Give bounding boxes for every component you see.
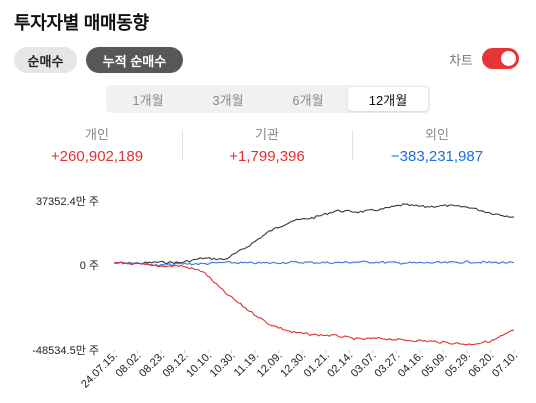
x-tick-label: 07.10. <box>490 350 520 380</box>
x-tick-label: 03.07. <box>349 350 379 380</box>
y-tick-label-zero: 0 주 <box>79 260 99 272</box>
x-tick-label: 01.21. <box>302 350 332 380</box>
investor-value: +1,799,396 <box>229 148 305 165</box>
x-tick-label: 12.09. <box>255 350 285 380</box>
x-tick-label: 10.10. <box>184 350 214 380</box>
period-tab-3m[interactable]: 3개월 <box>212 92 244 108</box>
x-tick-label: 10.30. <box>208 350 238 380</box>
chart-toggle-switch[interactable] <box>482 48 519 69</box>
period-tab-1m[interactable]: 1개월 <box>132 92 164 108</box>
net-buy-tab[interactable]: 순매수 <box>14 47 77 73</box>
x-tick-label: 09.12. <box>161 350 191 380</box>
investor-summary: 개인 +260,902,189 기관 +1,799,396 외인 −383,23… <box>0 124 536 165</box>
x-tick-label: 03.27. <box>372 350 402 380</box>
foreign-series-line <box>113 261 515 346</box>
toggle-knob <box>501 51 516 66</box>
cumulative-net-buy-tab[interactable]: 누적 순매수 <box>86 47 183 73</box>
x-tick-label: 05.09. <box>419 350 449 380</box>
x-tick-label: 08.02. <box>114 350 144 380</box>
investor-individual: 개인 +260,902,189 <box>12 124 182 165</box>
institution-series-line <box>113 260 515 267</box>
chart-toggle-label: 차트 <box>449 53 473 68</box>
x-tick-label: 05.29. <box>443 350 473 380</box>
x-tick-label: 08.23. <box>137 350 167 380</box>
investor-institution: 기관 +1,799,396 <box>182 124 352 165</box>
period-selector: 1개월 3개월 6개월 12개월 <box>106 85 430 113</box>
investor-value: +260,902,189 <box>50 148 144 165</box>
x-tick-label: 06.20. <box>466 350 496 380</box>
x-tick-label: 04.16. <box>396 350 426 380</box>
investor-label: 기관 <box>255 127 279 142</box>
y-tick-label-min: -48534.5만 주 <box>32 345 99 357</box>
investor-value: −383,231,987 <box>390 148 484 165</box>
period-tab-12m[interactable]: 12개월 <box>348 87 428 111</box>
x-tick-label: 02.14. <box>325 350 355 380</box>
individual-series-line <box>114 203 515 265</box>
period-tab-6m[interactable]: 6개월 <box>292 92 324 108</box>
x-tick-label: 12.30. <box>278 350 308 380</box>
y-tick-label-max: 37352.4만 주 <box>35 196 99 208</box>
divider <box>352 130 353 160</box>
investor-foreign: 외인 −383,231,987 <box>352 124 522 165</box>
investor-label: 개인 <box>85 127 109 142</box>
page-title: 투자자별 매매동향 <box>14 13 149 33</box>
divider <box>182 130 183 160</box>
investor-label: 외인 <box>425 127 449 142</box>
